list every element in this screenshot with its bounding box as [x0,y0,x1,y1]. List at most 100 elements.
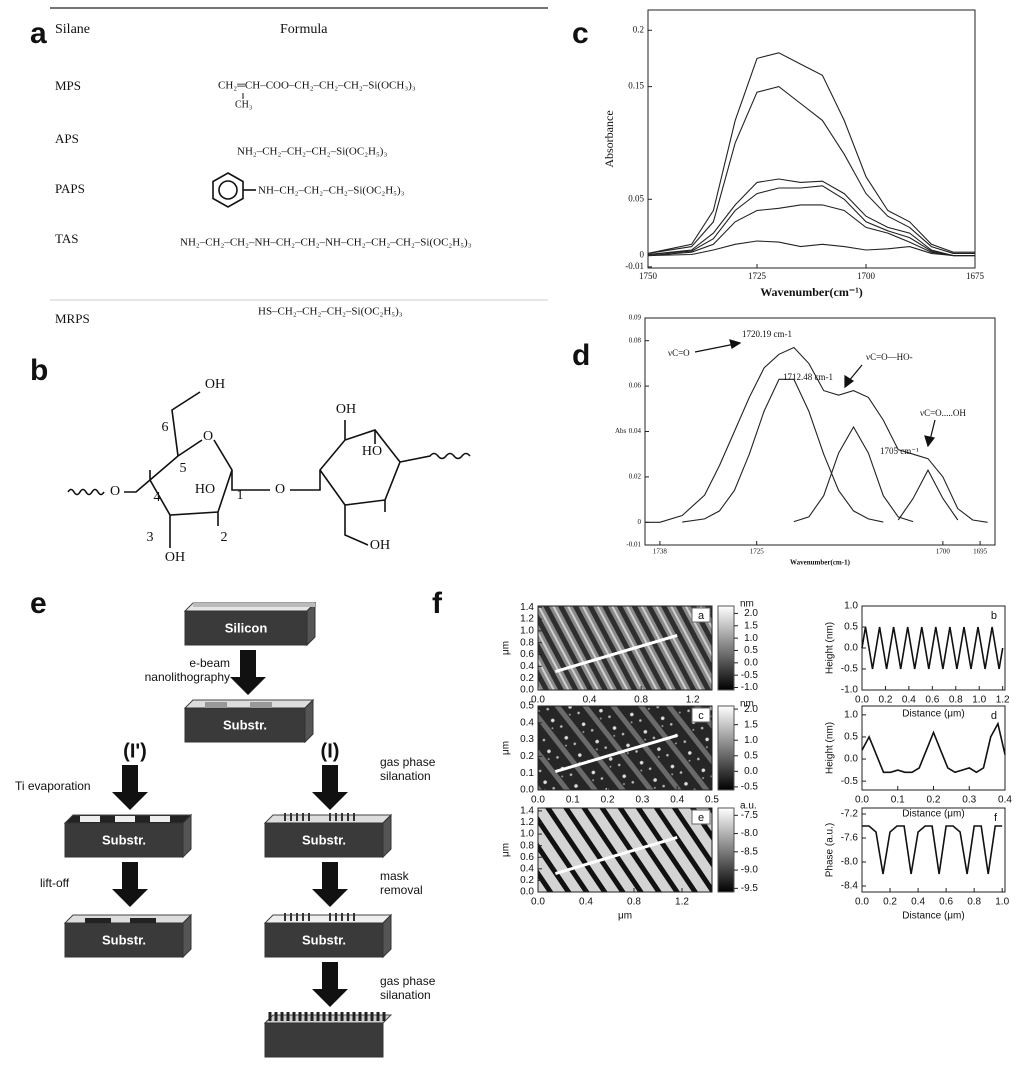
atom-label: HO [195,482,215,497]
colorbar-label: a.u. [740,801,757,812]
silane-layer [268,1012,386,1021]
y-tick-label: 0.5 [844,732,858,743]
process-arrow [112,765,148,810]
resist-pattern [250,702,272,708]
x-tick-label: 1.0 [972,695,986,706]
plot-frame [861,807,1006,893]
atom-label: OH [336,402,356,417]
x-tick-label: 0.4 [902,695,916,706]
y-tick-label: 1.0 [520,829,534,840]
colorbar-tick-label: 0.0 [744,766,758,777]
ti-pad [80,816,100,822]
y-tick-label: 0.02 [629,473,642,481]
y-tick-label: -8.4 [841,881,859,892]
ti-pattern [85,918,111,923]
y-tick-label: 0.2 [520,751,534,762]
colorbar-tick-label: 0.0 [744,657,758,668]
x-tick-label: 1.2 [686,695,700,706]
series-line [862,825,1003,875]
y-tick-label: 0.4 [520,717,534,728]
sublabel: a [698,610,705,622]
atom-label: OH [370,538,390,553]
chart: 0.0 0.1 0.2 0.3 0.4 1.0 0.5 0.0 -0.5 Distance (μm… [825,705,1012,820]
colorbar-tick-label: 1.5 [744,620,758,631]
substrate-front [184,707,306,743]
x-axis-label: Wavenumber(cm-1) [790,559,851,567]
silane-name: MPS [55,78,81,93]
y-tick-label: 0.0 [844,643,858,654]
y-tick-label: 0.5 [844,622,858,633]
x-tick-label: 1700 [936,548,951,556]
x-tick-label: 0.6 [939,897,953,908]
substrate-label: Substr. [102,832,146,847]
silane-branch: CH₃ [235,99,252,110]
sublabel: d [991,710,997,722]
atom-label: O [110,484,120,499]
y-tick-label: 1.0 [844,601,858,612]
x-tick-label: 0.3 [635,795,649,806]
x-tick-label: 0.8 [967,897,981,908]
x-tick-label: 0.4 [670,795,684,806]
atom-label: 2 [221,530,228,545]
series-line [647,178,975,257]
panel-label: e [30,587,47,620]
y-axis-label: μm [501,843,512,857]
sublabel: e [698,812,704,824]
x-tick-label: 0.0 [855,695,869,706]
sublabel: f [994,812,998,824]
chart: 1750 1725 1700 1675 0.2 0.15 0.05 0-0.01 Wavenum… [602,9,985,299]
substrate-top [63,914,193,924]
chart: 0.0 0.2 0.4 0.6 0.8 1.0 1.2 1.0 0.5 0.0 -0.5 -1.0 Di… [825,601,1010,720]
chart: c nm2.0 1.5 1.0 0.5 0.0 -0.5 0.0 0.1 0.2 0.3 0.4 0.5… [501,699,759,820]
process-step: gas phase [380,755,436,769]
atom-label: 1 [237,488,244,503]
process-arrow [312,765,348,810]
y-tick-label: 0.6 [520,649,534,660]
silane-name: MRPS [55,311,90,326]
x-tick-label: 0.5 [705,795,719,806]
y-tick-label: 0.08 [629,336,642,344]
afm-image [538,606,712,690]
y-tick-label: 1.0 [520,625,534,636]
substrate-label: Substr. [302,832,346,847]
atom-label: 4 [154,490,161,505]
y-axis-label: Height (nm) [825,622,836,674]
y-tick-label: 0 [640,250,645,260]
colorbar-tick-label: -9.5 [741,883,759,894]
colorbar-tick-label: 1.0 [744,735,758,746]
sublabel-box [691,809,711,825]
atom-label: HO [362,444,382,459]
panel-label: f [432,587,443,620]
y-tick-label: 0.8 [520,637,534,648]
annotation-arrows [694,339,936,448]
process-arrow [312,862,348,907]
series-line [647,185,975,257]
substrate-top [183,699,315,709]
silane-name: TAS [55,231,79,246]
y-tick-label: 0.2 [633,24,644,34]
y-axis-label: μm [501,741,512,755]
y-tick-label: 0.04 [629,427,642,435]
y-tick-label: 0.0 [520,887,534,898]
x-tick-label: 0.8 [949,695,963,706]
profile-line [554,835,678,875]
panel-label: b [30,354,48,387]
colorbar-tick-label: 2.0 [744,704,758,715]
plot-frame [537,807,713,893]
y-tick-label: -0.5 [841,664,859,675]
colorbar-tick-label: -0.5 [741,670,759,681]
x-tick-label: 0.2 [883,897,897,908]
x-tick-label: 0.4 [579,897,593,908]
y-tick-label: -0.5 [841,776,859,787]
x-tick-label: 0.0 [531,897,545,908]
chart: e a.u.-7.5 -8.0 -8.5 -9.0 -9.5 0.0 0.4 0.8 1.2 0.0… [501,801,759,922]
silane-formula: HS–CH₂–CH₂–CH₂–Si(OC₂H₅)₃ [258,306,403,318]
substrate-front [264,922,384,958]
silane-name: PAPS [55,181,85,196]
substrate-side [382,913,392,959]
silane-formula: CH₂═CH–COO–CH₂–CH₂–CH₂–Si(OCH₃)₃ [218,80,416,92]
series-line [793,425,914,523]
x-tick-label: 1675 [966,271,985,281]
